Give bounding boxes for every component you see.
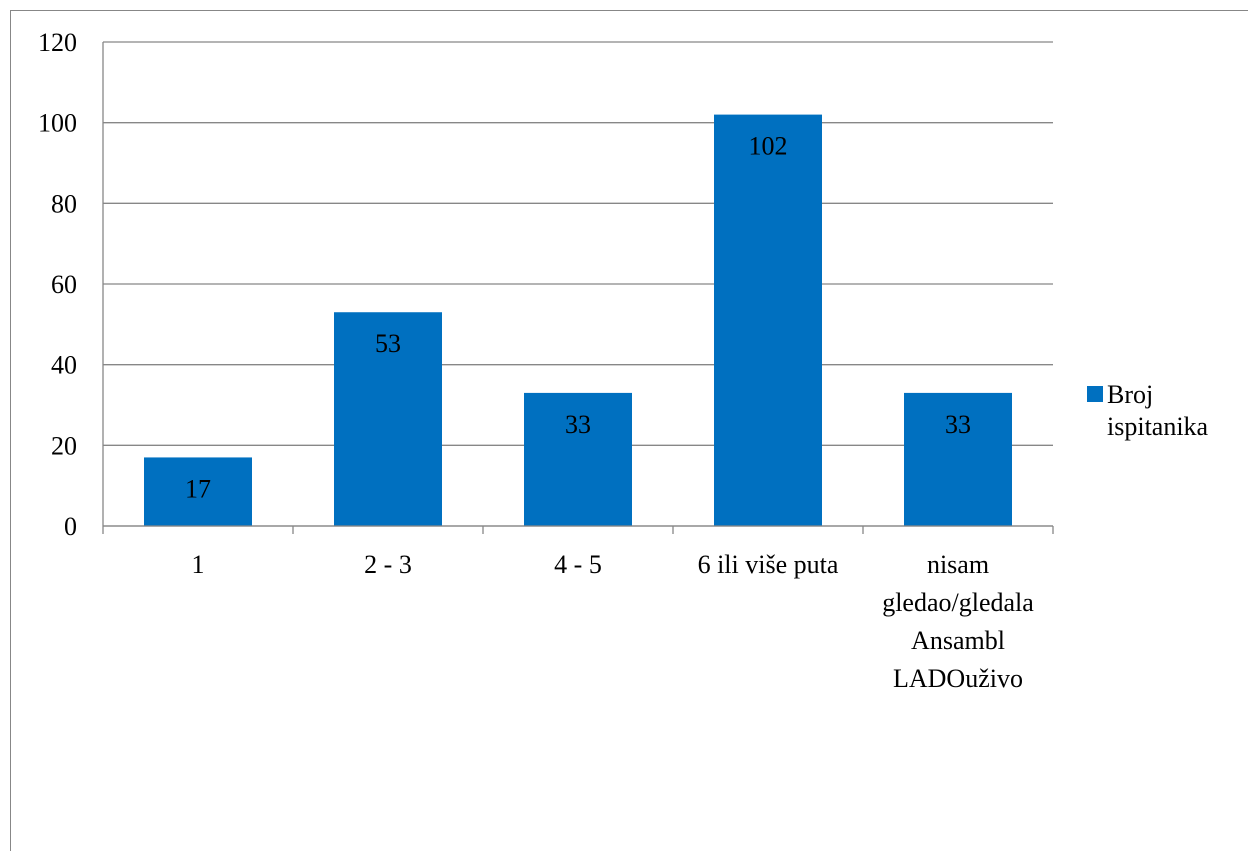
bars bbox=[144, 114, 1012, 526]
bar bbox=[714, 114, 822, 526]
bar bbox=[334, 312, 442, 526]
x-tick-label: 4 - 5 bbox=[554, 550, 602, 579]
legend-swatch bbox=[1087, 386, 1103, 402]
data-label: 33 bbox=[945, 410, 971, 439]
data-label: 102 bbox=[749, 132, 788, 161]
x-tick-label: 2 - 3 bbox=[364, 550, 412, 579]
y-tick-label: 60 bbox=[51, 270, 77, 299]
y-tick-label: 20 bbox=[51, 431, 77, 460]
data-label: 53 bbox=[375, 329, 401, 358]
y-tick-label: 40 bbox=[51, 351, 77, 380]
data-labels: 17 53 33 102 33 bbox=[185, 132, 971, 504]
y-tick-label: 0 bbox=[64, 512, 77, 541]
y-tick-label: 120 bbox=[38, 28, 77, 57]
legend-label: Broj ispitanika bbox=[1107, 380, 1209, 441]
y-tick-label: 100 bbox=[38, 109, 77, 138]
y-axis: 0 20 40 60 80 100 120 bbox=[38, 28, 104, 541]
bar bbox=[904, 392, 1012, 526]
bar bbox=[144, 457, 252, 526]
x-tick-label: 6 ili više puta bbox=[698, 550, 839, 579]
data-label: 17 bbox=[185, 474, 211, 503]
legend: Broj ispitanika bbox=[1087, 380, 1209, 441]
data-label: 33 bbox=[565, 410, 591, 439]
x-tick-label: nisam gledao/gledala Ansambl LADOuživo bbox=[882, 550, 1034, 693]
bar bbox=[524, 392, 632, 526]
y-tick-label: 80 bbox=[51, 189, 77, 218]
x-tick-label: 1 bbox=[192, 550, 205, 579]
x-axis: 1 2 - 3 4 - 5 6 ili više puta nisam gledao/gl… bbox=[102, 525, 1054, 693]
